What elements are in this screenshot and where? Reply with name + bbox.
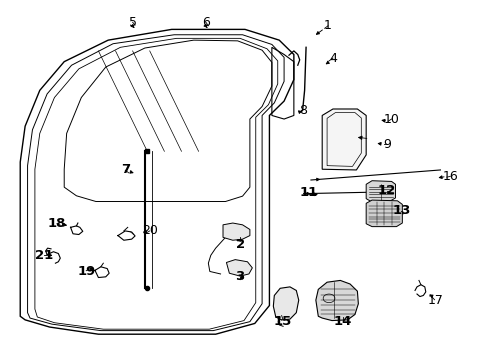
Text: 11: 11 [299,186,318,199]
Text: 5: 5 [128,16,137,29]
Text: 19: 19 [77,265,96,278]
Text: 9: 9 [383,138,391,150]
Text: 18: 18 [48,216,66,230]
Polygon shape [366,200,402,226]
Text: 12: 12 [378,184,396,197]
Text: 16: 16 [442,170,458,183]
Text: 2: 2 [236,238,245,251]
Text: 13: 13 [392,204,411,217]
Polygon shape [223,223,250,240]
Text: 6: 6 [202,16,210,29]
Polygon shape [316,280,358,320]
Polygon shape [273,287,299,320]
Text: 3: 3 [236,270,245,283]
Polygon shape [366,181,395,202]
Text: 10: 10 [384,113,399,126]
Polygon shape [226,260,252,276]
Text: 17: 17 [428,294,443,307]
Text: 20: 20 [142,224,158,237]
Text: 1: 1 [324,19,332,32]
Text: 14: 14 [334,315,352,328]
Polygon shape [322,109,366,170]
Text: 21: 21 [35,249,53,262]
Text: 7: 7 [121,163,130,176]
Text: 4: 4 [329,51,337,64]
Text: 8: 8 [299,104,307,117]
Text: 15: 15 [274,315,292,328]
